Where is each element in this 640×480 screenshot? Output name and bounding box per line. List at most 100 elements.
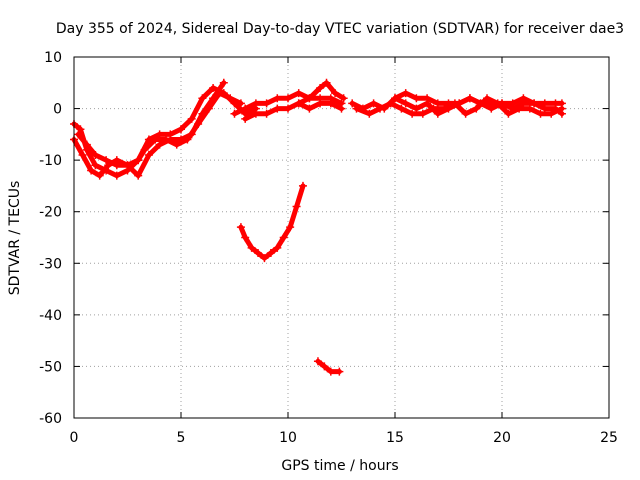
data-point xyxy=(266,248,275,257)
x-tick-label: 15 xyxy=(386,430,404,446)
data-point xyxy=(352,104,361,113)
data-point xyxy=(273,243,282,252)
data-point xyxy=(247,243,256,252)
data-point xyxy=(187,114,196,123)
data-point xyxy=(279,233,288,242)
x-tick-label: 10 xyxy=(279,430,297,446)
data-point xyxy=(316,99,325,108)
data-point xyxy=(198,94,207,103)
data-point xyxy=(292,202,301,211)
data-point xyxy=(262,99,271,108)
data-point xyxy=(251,99,260,108)
data-point xyxy=(102,156,111,165)
data-point xyxy=(78,150,87,159)
data-point xyxy=(155,140,164,149)
x-tick-label: 5 xyxy=(177,430,186,446)
data-point xyxy=(151,135,160,144)
data-point xyxy=(112,171,121,180)
data-point xyxy=(91,150,100,159)
data-point xyxy=(284,104,292,113)
data-point xyxy=(294,89,303,98)
data-point xyxy=(87,166,96,175)
data-point xyxy=(134,171,143,180)
data-point xyxy=(557,99,566,108)
data-point xyxy=(476,99,485,108)
plot-frame xyxy=(73,56,610,419)
data-point xyxy=(286,223,295,232)
data-point xyxy=(313,357,322,366)
x-tick-label: 25 xyxy=(600,430,618,446)
grid-lines xyxy=(74,57,609,418)
data-point xyxy=(337,104,346,113)
data-point xyxy=(162,135,171,144)
data-point xyxy=(401,99,410,108)
data-point xyxy=(487,99,496,108)
chart-title: Day 355 of 2024, Sidereal Day-to-day VTE… xyxy=(56,21,624,37)
data-point xyxy=(365,109,374,118)
data-point xyxy=(273,104,282,113)
data-point xyxy=(401,89,410,98)
data-point xyxy=(260,254,269,263)
data-point xyxy=(284,94,292,103)
x-axis-label: GPS time / hours xyxy=(281,458,398,474)
data-point xyxy=(423,94,432,103)
data-point xyxy=(320,362,329,371)
data-point xyxy=(95,171,104,180)
data-point xyxy=(519,94,528,103)
data-point xyxy=(530,99,539,108)
data-point xyxy=(408,109,417,118)
series-line xyxy=(242,100,344,122)
series-track-i xyxy=(391,89,566,108)
data-point xyxy=(194,120,203,129)
data-point xyxy=(140,145,149,154)
data-point xyxy=(112,161,121,170)
series-track-k xyxy=(313,357,344,376)
data-point xyxy=(177,125,185,134)
data-point xyxy=(219,78,228,87)
data-point xyxy=(418,109,427,118)
y-tick-label: 10 xyxy=(44,50,62,66)
y-tick-label: -10 xyxy=(39,153,62,169)
data-point xyxy=(536,109,545,118)
data-point xyxy=(326,99,335,108)
data-point xyxy=(236,223,245,232)
data-point xyxy=(369,99,378,108)
data-point xyxy=(241,114,250,123)
data-point xyxy=(433,99,442,108)
data-point xyxy=(273,94,282,103)
y-axis-label: SDTVAR / TECUs xyxy=(7,181,23,296)
data-point xyxy=(144,150,153,159)
data-point xyxy=(339,94,348,103)
data-point xyxy=(254,248,263,257)
data-point xyxy=(226,94,235,103)
data-point xyxy=(298,181,307,190)
data-point xyxy=(76,125,85,134)
y-tick-label: -60 xyxy=(39,411,62,427)
data-point xyxy=(91,161,100,170)
data-point xyxy=(236,99,245,108)
data-point xyxy=(547,109,556,118)
data-point xyxy=(204,104,213,113)
data-point xyxy=(508,99,517,108)
data-point xyxy=(348,99,357,108)
data-point xyxy=(465,94,474,103)
data-point xyxy=(515,104,524,113)
data-point xyxy=(331,89,340,98)
y-tick-label: -50 xyxy=(39,359,62,375)
data-point xyxy=(123,161,132,170)
data-point xyxy=(316,83,325,92)
data-point xyxy=(230,109,239,118)
data-point xyxy=(335,367,344,376)
y-tick-label: -40 xyxy=(39,308,62,324)
x-tick-label: 20 xyxy=(493,430,511,446)
y-tick-label: 0 xyxy=(53,102,62,118)
data-point xyxy=(386,99,395,108)
data-point xyxy=(429,104,438,113)
series-track-e xyxy=(241,99,346,123)
series-track-c xyxy=(74,89,245,170)
axis-tick-labels: 0 5 10 15 20 25 -60 -50 -40 -30 -20 -10 0 10 xyxy=(39,50,618,446)
data-point xyxy=(74,130,83,139)
data-point xyxy=(376,104,385,113)
series-line xyxy=(296,80,347,106)
